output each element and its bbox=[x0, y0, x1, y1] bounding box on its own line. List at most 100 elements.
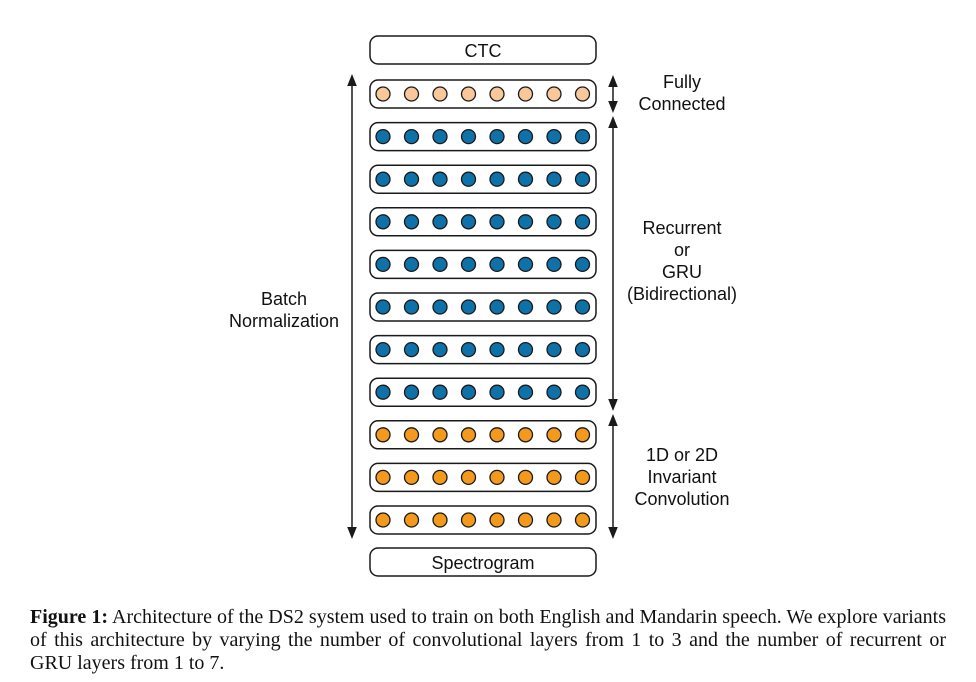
neuron-node bbox=[403, 512, 420, 528]
neuron-node bbox=[460, 86, 477, 102]
fc-label-line2: Connected bbox=[638, 94, 725, 114]
batch-norm-label-line2: Normalization bbox=[229, 311, 339, 331]
neuron-node bbox=[489, 341, 505, 358]
neuron-node bbox=[460, 256, 477, 273]
rnn-label-line1: Recurrent bbox=[642, 218, 721, 238]
neuron-node bbox=[574, 86, 591, 102]
neuron-node bbox=[574, 171, 591, 187]
fc-label-line1: Fully bbox=[663, 72, 701, 92]
neuron-node bbox=[432, 512, 448, 528]
neuron-node bbox=[517, 86, 534, 102]
neuron-node bbox=[460, 128, 477, 145]
layer-box-rnn bbox=[369, 207, 597, 237]
neuron-node bbox=[574, 299, 591, 315]
neuron-node bbox=[574, 512, 591, 528]
neuron-node bbox=[375, 341, 391, 358]
neuron-node bbox=[460, 469, 477, 486]
conv-label-line3: Convolution bbox=[634, 489, 729, 509]
neuron-node bbox=[489, 512, 505, 528]
neuron-node bbox=[403, 214, 420, 230]
neuron-node bbox=[375, 427, 391, 443]
neuron-node bbox=[432, 128, 448, 145]
spectrogram-box bbox=[369, 547, 597, 577]
neuron-node bbox=[489, 171, 505, 187]
neuron-node bbox=[574, 384, 591, 400]
caption-text: Architecture of the DS2 system used to t… bbox=[30, 606, 947, 674]
neuron-node bbox=[432, 256, 448, 273]
neuron-node bbox=[489, 299, 505, 315]
neuron-node bbox=[403, 341, 420, 358]
neuron-node bbox=[460, 384, 477, 400]
neuron-node bbox=[460, 171, 477, 187]
layer-stack bbox=[369, 79, 597, 535]
neuron-node bbox=[574, 427, 591, 443]
neuron-node bbox=[403, 128, 420, 145]
neuron-node bbox=[489, 214, 505, 230]
neuron-node bbox=[546, 171, 562, 187]
neuron-node bbox=[460, 299, 477, 315]
neuron-node bbox=[432, 299, 448, 315]
neuron-node bbox=[517, 214, 534, 230]
neuron-node bbox=[403, 171, 420, 187]
layer-box-rnn bbox=[369, 164, 597, 194]
layer-box-rnn bbox=[369, 334, 597, 365]
neuron-node bbox=[546, 469, 562, 486]
neuron-node bbox=[546, 128, 562, 145]
layer-box-rnn bbox=[369, 377, 597, 407]
neuron-node bbox=[460, 341, 477, 358]
neuron-node bbox=[432, 341, 448, 358]
neuron-node bbox=[517, 171, 534, 187]
neuron-node bbox=[403, 427, 420, 443]
neuron-node bbox=[375, 171, 391, 187]
neuron-node bbox=[432, 86, 448, 102]
neuron-node bbox=[546, 214, 562, 230]
neuron-node bbox=[403, 86, 420, 102]
neuron-node bbox=[574, 256, 591, 273]
neuron-node bbox=[432, 171, 448, 187]
neuron-node bbox=[375, 214, 391, 230]
neuron-node bbox=[375, 469, 391, 486]
neuron-node bbox=[517, 469, 534, 486]
neuron-node bbox=[489, 86, 505, 102]
neuron-node bbox=[546, 384, 562, 400]
neuron-node bbox=[517, 427, 534, 443]
neuron-node bbox=[489, 128, 505, 145]
layer-box-fc bbox=[369, 79, 597, 109]
neuron-node bbox=[489, 469, 505, 486]
conv-label-line1: 1D or 2D bbox=[646, 445, 718, 465]
neuron-node bbox=[375, 384, 391, 400]
neuron-node bbox=[432, 469, 448, 486]
layer-box-conv bbox=[369, 420, 597, 450]
neuron-node bbox=[546, 256, 562, 273]
neuron-node bbox=[517, 384, 534, 400]
batch-norm-label-line1: Batch bbox=[261, 289, 307, 309]
neuron-node bbox=[432, 384, 448, 400]
rnn-label-line3: GRU bbox=[662, 262, 702, 282]
neuron-node bbox=[375, 512, 391, 528]
rnn-label-line2: or bbox=[674, 240, 690, 260]
rnn-label-line4: (Bidirectional) bbox=[627, 284, 737, 304]
neuron-node bbox=[460, 214, 477, 230]
neuron-node bbox=[517, 128, 534, 145]
neuron-node bbox=[460, 427, 477, 443]
neuron-node bbox=[546, 341, 562, 358]
layer-box-rnn bbox=[369, 249, 597, 280]
neuron-node bbox=[546, 512, 562, 528]
layer-box-rnn bbox=[369, 121, 597, 152]
neuron-node bbox=[403, 299, 420, 315]
neuron-node bbox=[432, 427, 448, 443]
neuron-node bbox=[574, 128, 591, 145]
neuron-node bbox=[574, 469, 591, 486]
neuron-node bbox=[517, 299, 534, 315]
neuron-node bbox=[403, 469, 420, 486]
neuron-node bbox=[403, 384, 420, 400]
neuron-node bbox=[489, 384, 505, 400]
spectrogram-label: Spectrogram bbox=[431, 553, 534, 573]
neuron-node bbox=[517, 256, 534, 273]
conv-label-line2: Invariant bbox=[647, 467, 716, 487]
layer-box-conv bbox=[369, 505, 597, 535]
neuron-node bbox=[489, 256, 505, 273]
neuron-node bbox=[546, 86, 562, 102]
neuron-node bbox=[375, 299, 391, 315]
layer-box-rnn bbox=[369, 292, 597, 322]
